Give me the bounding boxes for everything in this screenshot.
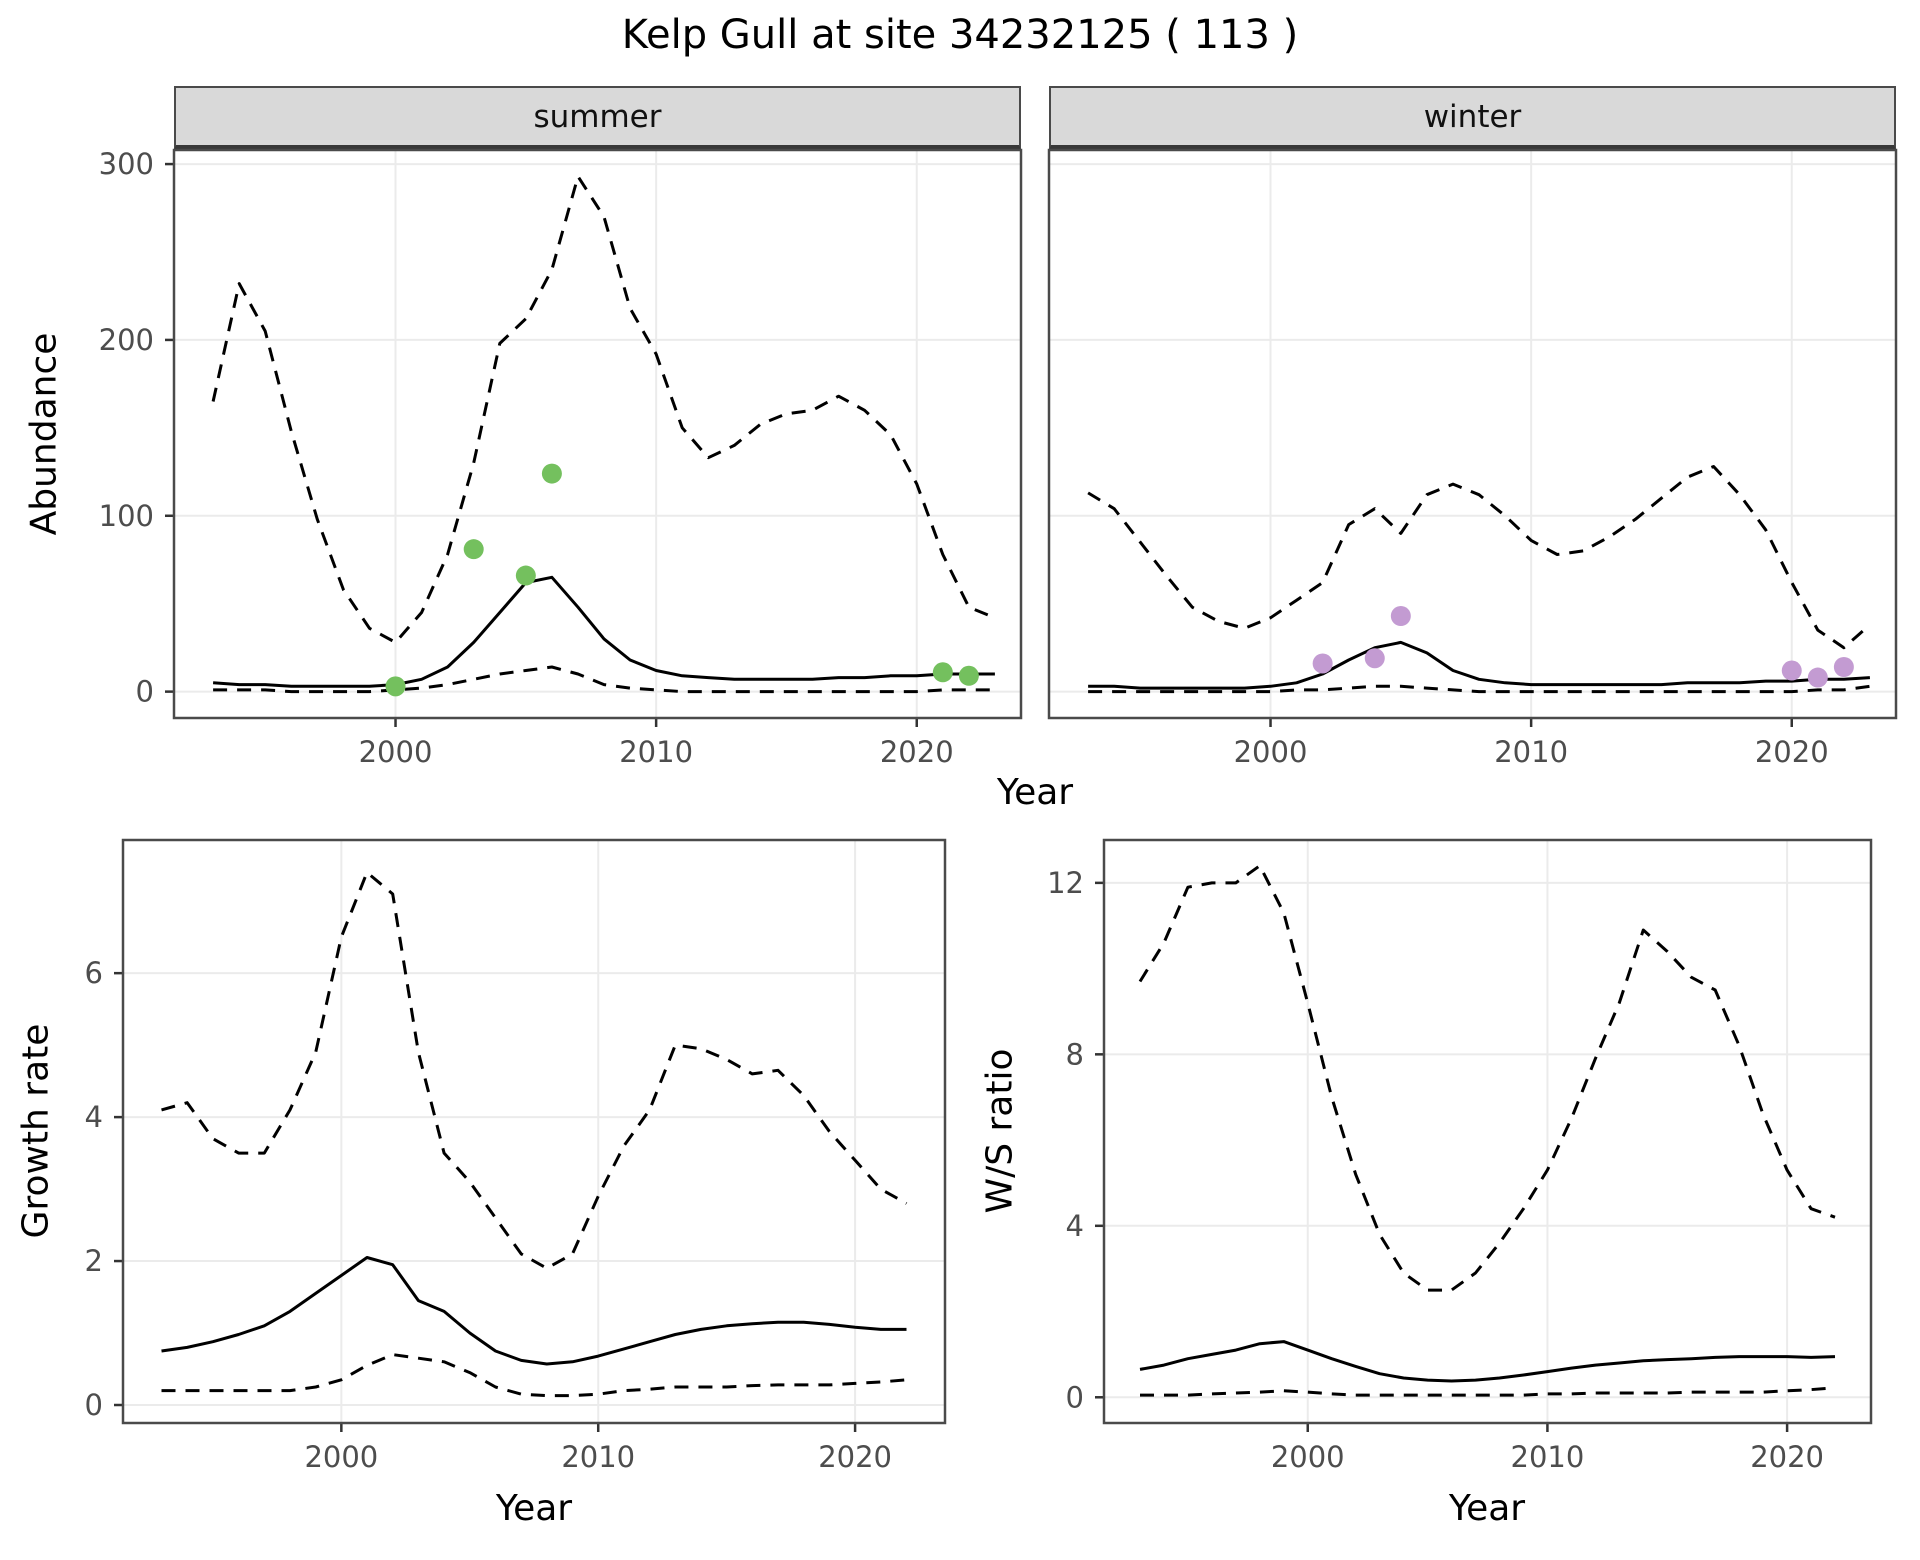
observation-point: [515, 565, 536, 586]
series-estimate: [1139, 1340, 1836, 1383]
x-tick-label: 2010: [619, 735, 693, 769]
panel-background: [123, 840, 945, 1423]
top-x-axis-label: Year: [996, 772, 1074, 813]
ws-x-axis-label: Year: [1448, 1488, 1526, 1529]
panel-background: [1104, 840, 1871, 1423]
panel-border: [1047, 148, 1898, 720]
x-tick-label: 2020: [880, 735, 954, 769]
y-tick-label: 0: [85, 1388, 103, 1422]
abundance-summer-plot: 2000 2010 2020 0 100 200 300: [99, 147, 1023, 769]
observation-point: [1807, 667, 1828, 688]
y-tick-label: 4: [85, 1100, 103, 1134]
observation-point: [1364, 648, 1385, 669]
x-tick-label: 2020: [818, 1440, 892, 1474]
x-tick-label: 2000: [359, 735, 433, 769]
series-estimate: [1088, 640, 1870, 690]
y-tick-label: 8: [1066, 1037, 1084, 1071]
x-tick-label: 2000: [304, 1440, 378, 1474]
observation-point: [1390, 606, 1411, 627]
summer-panel: summer 2000 2010 2020 0 100 200 300: [99, 86, 1023, 769]
x-tick-label: 2010: [1511, 1440, 1585, 1474]
y-tick-label: 200: [99, 323, 154, 357]
abundance-axis-label: Abundance: [23, 332, 65, 536]
growth-rate-panel: 2000 2010 2020 0 2 4 6: [85, 838, 947, 1474]
x-tick-label: 2000: [1271, 1440, 1345, 1474]
summer-facet-strip: summer: [174, 86, 1021, 150]
series-upper-ci: [1138, 864, 1836, 1292]
winter-facet-strip: winter: [1049, 86, 1896, 150]
y-tick-label: 6: [85, 956, 103, 990]
winter-panel: winter 2000 2010 2020: [1047, 86, 1898, 769]
y-tick-label: 4: [1066, 1209, 1084, 1243]
series-upper-ci: [211, 174, 996, 644]
series-lower-ci: [1088, 684, 1871, 694]
x-tick-label: 2000: [1234, 735, 1308, 769]
ws-ratio-plot: 2000 2010 2020 0 4 8 12: [1047, 838, 1873, 1474]
panel-border: [172, 148, 1023, 720]
ws-ratio-panel: 2000 2010 2020 0 4 8 12: [1047, 838, 1873, 1474]
observation-point: [932, 662, 953, 683]
x-tick-label: 2020: [1755, 735, 1829, 769]
abundance-winter-plot: 2000 2010 2020: [1047, 148, 1898, 769]
y-tick-label: 12: [1047, 866, 1084, 900]
growth-x-axis-label: Year: [495, 1488, 573, 1529]
series-estimate: [161, 1256, 907, 1366]
observation-point: [385, 676, 406, 697]
panel-border: [1102, 838, 1873, 1425]
y-tick-label: 300: [99, 147, 154, 181]
y-tick-label: 2: [85, 1244, 103, 1278]
series-estimate: [212, 575, 995, 688]
series-lower-ci: [161, 1353, 907, 1398]
observation-point: [958, 665, 979, 686]
series-upper-ci: [1087, 465, 1871, 650]
y-tick-label: 100: [99, 499, 154, 533]
panel-border: [121, 838, 947, 1425]
x-tick-label: 2010: [1494, 735, 1568, 769]
observation-point: [1833, 657, 1854, 678]
y-tick-label: 0: [1066, 1380, 1084, 1414]
ws-ratio-axis-label: W/S ratio: [979, 1048, 1021, 1214]
growth-rate-plot: 2000 2010 2020 0 2 4 6: [85, 838, 947, 1474]
observation-point: [1781, 660, 1802, 681]
panel-background: [1049, 150, 1896, 718]
x-tick-label: 2020: [1750, 1440, 1824, 1474]
chart-title: Kelp Gull at site 34232125 ( 113 ): [621, 12, 1299, 58]
x-tick-label: 2010: [561, 1440, 635, 1474]
panel-background: [174, 150, 1021, 718]
series-upper-ci: [161, 870, 908, 1270]
observation-point: [463, 539, 484, 560]
series-lower-ci: [1140, 1386, 1836, 1397]
summer-facet-label: summer: [533, 98, 662, 135]
observation-point: [1312, 653, 1333, 674]
winter-facet-label: winter: [1423, 98, 1522, 135]
observation-point: [541, 463, 562, 484]
series-lower-ci: [213, 665, 995, 694]
y-tick-label: 0: [136, 675, 154, 709]
growth-rate-axis-label: Growth rate: [15, 1023, 57, 1239]
